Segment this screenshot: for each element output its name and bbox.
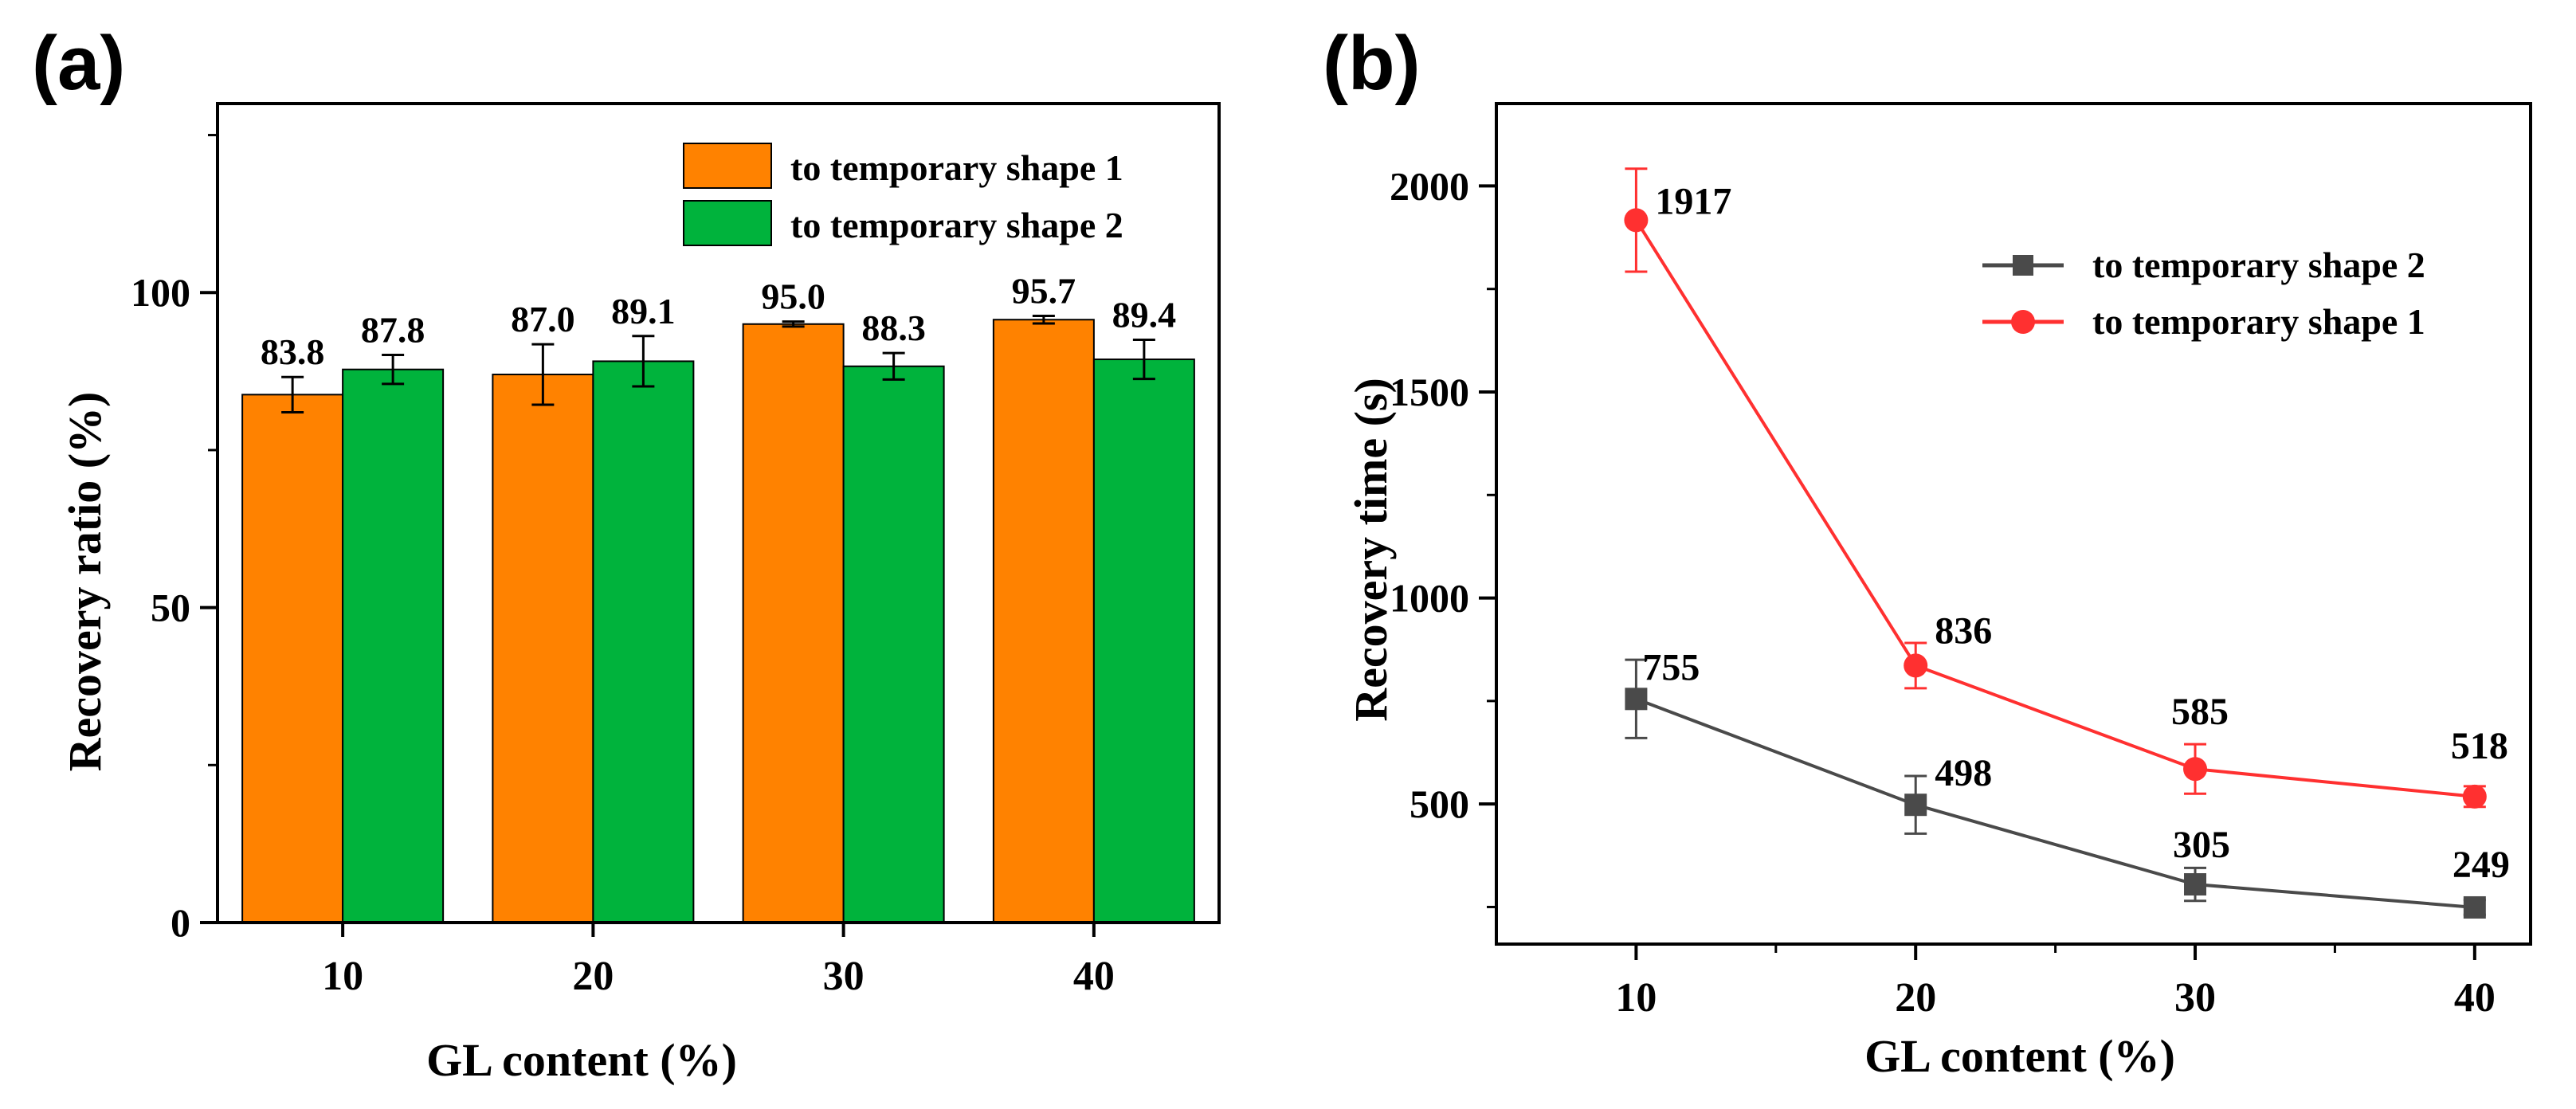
legend-a: to temporary shape 1 to temporary shape … <box>683 143 1123 246</box>
data-point-square <box>1904 794 1927 817</box>
x-tick-label: 20 <box>1895 975 1936 1021</box>
y-tick-label: 2000 <box>1390 163 1469 208</box>
x-tick-label: 40 <box>1073 954 1115 999</box>
data-label: 755 <box>1642 646 1700 688</box>
x-tick-label: 30 <box>2174 975 2216 1021</box>
legend-marker-shape-1 <box>2011 310 2035 334</box>
data-label: 305 <box>2173 824 2230 866</box>
y-tick-label: 0 <box>171 900 190 945</box>
panel-a-label: (a) <box>32 21 125 106</box>
data-point-square <box>1625 688 1648 711</box>
x-tick-label: 10 <box>322 954 363 999</box>
bar-shape1-30 <box>742 323 845 923</box>
plot-frame-a <box>216 102 1221 924</box>
value-label: 87.0 <box>511 299 575 339</box>
bar-shape1-20 <box>492 374 594 923</box>
legend-swatch-shape-2 <box>683 200 772 246</box>
legend-label-shape-1: to temporary shape 1 <box>790 147 1123 188</box>
value-label: 95.0 <box>761 276 825 317</box>
bar-shape1-40 <box>992 319 1095 924</box>
value-label: 83.8 <box>261 331 325 372</box>
bar-shape2-10 <box>342 368 445 924</box>
data-point-circle <box>1904 653 1928 678</box>
legend-label-shape-1-b: to temporary shape 1 <box>2092 301 2425 342</box>
y-tick-label: 50 <box>151 586 190 630</box>
data-label: 498 <box>1935 752 1992 794</box>
panel-b-label: (b) <box>1323 21 1421 106</box>
value-label: 95.7 <box>1012 270 1076 311</box>
value-label: 87.8 <box>361 310 425 351</box>
line-chart-recovery-time: 10 20 30 40 500 1000 1500 2000 755 498 305 249 1917 8… <box>1345 102 2532 1082</box>
bar-chart-recovery-ratio: 83.8 87.8 10 87.0 89.1 20 95.0 88.3 30 95.7 89.4 40… <box>59 102 1221 1086</box>
x-axis-label-b: GL content (%) <box>1864 1030 2175 1082</box>
data-label: 1917 <box>1655 180 1731 222</box>
data-point-circle <box>2462 784 2487 809</box>
legend-swatch-shape-1 <box>683 143 772 189</box>
bar-shape2-40 <box>1092 359 1195 923</box>
bar-shape2-30 <box>842 365 945 923</box>
y-tick-label: 1000 <box>1390 576 1469 621</box>
x-tick-label: 30 <box>823 954 865 999</box>
data-label: 249 <box>2452 844 2510 886</box>
legend-b: to temporary shape 2 to temporary shape … <box>1982 245 2425 342</box>
x-tick-label: 10 <box>1615 975 1657 1021</box>
bar-shape1-10 <box>241 394 344 923</box>
legend-marker-shape-2 <box>2013 255 2033 276</box>
y-tick-label: 500 <box>1410 782 1469 826</box>
data-point-circle <box>2183 757 2208 782</box>
value-label: 88.3 <box>861 308 926 348</box>
data-label: 585 <box>2171 691 2229 733</box>
bar-shape2-20 <box>592 360 695 923</box>
data-point-circle <box>1624 208 1649 233</box>
y-tick-label: 100 <box>131 270 190 315</box>
value-label: 89.1 <box>611 291 676 331</box>
data-point-square <box>2184 873 2207 896</box>
y-axis-label-b: Recovery time (s) <box>1345 378 1397 722</box>
plot-area-b: 10 20 30 40 500 1000 1500 2000 755 498 305 249 1917 8… <box>1390 102 2532 1021</box>
y-tick-label: 1500 <box>1390 370 1469 414</box>
data-point-square <box>2463 895 2486 919</box>
legend-label-shape-2: to temporary shape 2 <box>790 205 1123 245</box>
plot-area-a: 83.8 87.8 10 87.0 89.1 20 95.0 88.3 30 95.7 89.4 40… <box>131 102 1221 999</box>
value-label: 89.4 <box>1112 295 1177 335</box>
x-tick-label: 40 <box>2454 975 2496 1021</box>
data-label: 836 <box>1935 609 1992 652</box>
series-line-shape1 <box>1634 219 2476 798</box>
y-axis-label-a: Recovery ratio (%) <box>59 392 111 772</box>
x-tick-label: 20 <box>572 954 614 999</box>
legend-label-shape-2-b: to temporary shape 2 <box>2092 245 2425 285</box>
plot-frame-b <box>1495 102 2532 946</box>
series-line-shape2 <box>1635 697 2476 909</box>
x-axis-label-a: GL content (%) <box>426 1034 737 1086</box>
data-label: 518 <box>2451 725 2508 767</box>
